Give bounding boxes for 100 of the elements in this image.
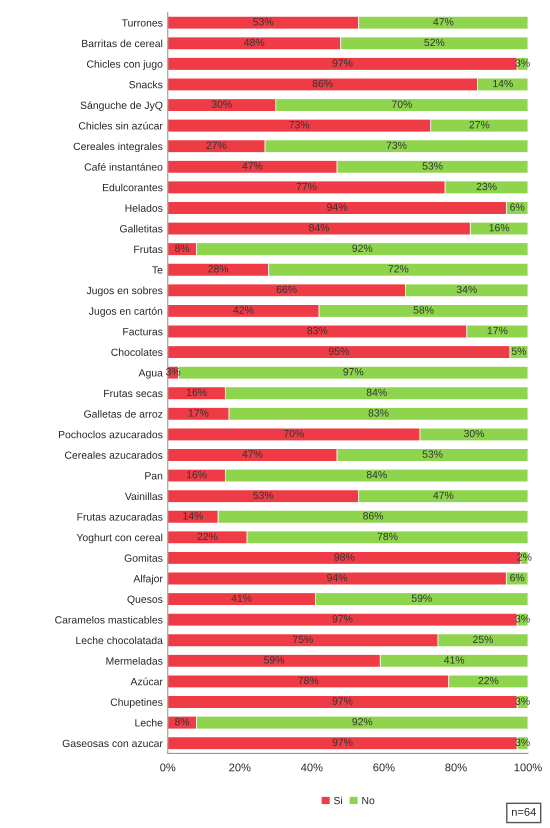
y-tick-label: Sánguche de JyQ [80,101,162,112]
data-label: 17% [188,409,208,417]
y-tick-label: Barritas de cereal [82,40,162,48]
data-label: 92% [352,244,372,252]
y-tick-label: Chocolates [111,348,163,356]
data-label: 16% [186,471,207,478]
data-label: 97% [332,615,353,622]
data-label: 70% [392,100,412,108]
y-tick-label: Frutas secas [104,390,163,398]
data-label: 6% [510,203,524,211]
y-tick-label: Café instantáneo [84,162,162,171]
data-label: 28% [208,265,228,273]
data-label: 86% [312,80,333,88]
data-label: 17% [488,326,508,334]
data-label: 27% [469,121,490,128]
data-label: 30% [464,430,484,438]
y-tick-label: Edulcorantes [102,184,163,192]
data-label: 53% [253,18,274,26]
data-label: 83% [307,326,328,334]
data-label: 73% [289,121,310,128]
data-label: 59% [264,656,284,664]
data-label: 27% [206,142,226,149]
y-tick-label: Leche [135,718,162,726]
y-tick-label: Jugos en cartón [88,307,162,317]
data-label: 75% [292,636,313,644]
y-tick-label: Pan [145,472,162,480]
data-label: 53% [253,492,274,499]
data-label: 41% [231,594,252,602]
data-label: 8% [175,718,190,726]
data-label: 66% [276,286,297,294]
data-label: 97% [332,738,353,746]
data-label: 48% [244,38,264,46]
data-label: 98% [334,553,354,561]
data-label: 97% [332,59,353,67]
y-tick-label: Azúcar [130,678,163,686]
y-tick-label: Chicles con jugo [86,60,162,70]
y-tick-label: Cereales azucarados [64,451,163,459]
y-tick-label: Frutas [134,246,163,254]
x-tick-label: 80% [445,763,467,772]
x-tick-label: 20% [229,763,251,772]
data-label: 73% [386,142,407,150]
data-label: 97% [343,368,364,376]
y-tick-label: Turrones [122,19,163,27]
data-label: 41% [444,656,464,664]
data-label: 94% [327,203,348,211]
legend-label: Si [334,796,342,804]
y-tick-label: Alfajor [133,574,163,584]
y-tick-label: Pochoclos azucarados [58,430,163,438]
data-label: 47% [242,162,262,170]
y-tick-label: Te [152,266,162,274]
data-label: 42% [233,306,254,314]
data-label: 58% [414,306,434,314]
data-label: 84% [366,388,387,396]
data-label: 14% [183,512,204,520]
data-label: 47% [433,492,454,499]
data-label: 92% [352,718,372,726]
x-tick-label: 60% [373,763,395,772]
y-tick-label: Galletas de arroz [84,410,162,418]
y-tick-label: Facturas [123,328,163,336]
data-label: 6% [510,574,524,582]
y-tick-label: Helados [126,204,163,212]
data-label: 86% [363,512,384,520]
y-tick-label: Gaseosas con azucar [62,740,163,748]
y-tick-label: Chupetines [110,698,163,708]
x-tick-label: 100% [514,763,542,772]
y-tick-label: Mermeladas [106,657,163,665]
data-label: 2% [517,553,532,561]
y-tick-label: Galletitas [120,224,163,232]
data-label: 22% [478,676,498,684]
y-tick-label: Caramelos masticables [55,616,163,624]
y-tick-label: Chicles sin azúcar [78,122,163,130]
data-label: 59% [412,594,432,602]
data-label: 30% [212,100,232,108]
y-tick-label: Yoghurt con cereal [76,534,162,544]
data-label: 78% [298,676,318,684]
data-label: 16% [186,388,207,396]
data-label: 95% [328,347,349,355]
data-label: 22% [197,532,218,540]
x-tick-label: 40% [300,763,323,772]
y-tick-label: Jugos en sobres [86,286,163,296]
data-label: 25% [473,636,494,644]
data-label: 84% [366,471,387,478]
y-tick-label: Cereales integrales [74,142,163,152]
data-label: 53% [422,162,443,170]
data-label: 83% [368,409,389,417]
data-label: 47% [433,18,454,26]
y-tick-label: Quesos [127,596,163,605]
data-label: 84% [309,224,330,232]
y-tick-label: Leche chocolatada [76,636,163,644]
y-tick-label: Agua [138,369,163,379]
data-label: 47% [242,450,262,458]
data-label: 70% [284,430,304,438]
data-label: 77% [296,182,316,190]
data-label: 78% [378,532,398,540]
data-label: 94% [327,574,348,582]
y-tick-label: Snacks [129,80,163,88]
data-label: 97% [332,697,353,705]
y-tick-label: Frutas azucaradas [77,512,163,521]
legend-label: No [362,796,374,804]
data-label: 53% [422,450,443,458]
